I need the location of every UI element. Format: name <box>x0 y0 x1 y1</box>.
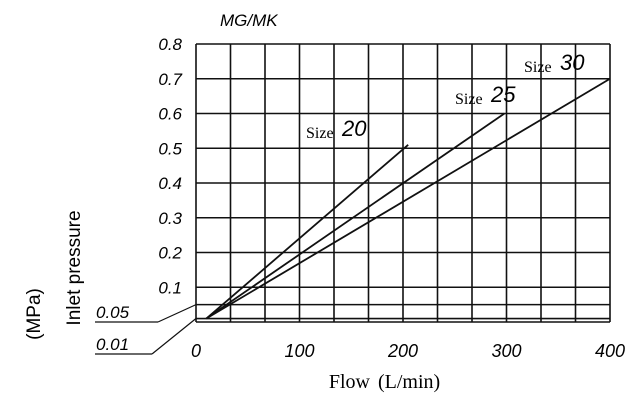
series-line-size-20 <box>205 144 409 320</box>
x-axis-unit: (L/min) <box>378 371 440 393</box>
series-label-prefix: Size <box>455 91 483 108</box>
y-tick-label: 0.3 <box>158 209 182 228</box>
chart-title: MG/MK <box>220 11 278 30</box>
y-tick-label: 0.4 <box>158 174 182 193</box>
y-tick-label: 0.8 <box>158 35 182 54</box>
leader-line-005 <box>157 304 197 323</box>
y-tick-label: 0.7 <box>158 70 182 89</box>
y-tick-label: 0.2 <box>158 244 182 263</box>
series-label-size: 20 <box>341 116 367 141</box>
series-line-size-30 <box>205 77 611 320</box>
series-label-size: 30 <box>560 50 585 75</box>
grid <box>95 43 611 355</box>
series-lines: Size 20 Size 25 Size 30 <box>205 50 611 320</box>
y-tick-label: 0.1 <box>158 278 182 297</box>
y-tick-label: 0.5 <box>158 139 182 158</box>
y-tick-label: 0.6 <box>158 105 182 124</box>
series-label-prefix: Size <box>306 125 334 142</box>
y-axis-unit: (MPa) <box>24 288 45 340</box>
x-tick-label: 300 <box>491 341 521 361</box>
series-label-prefix: Size <box>524 59 552 76</box>
x-axis-label: Flow <box>329 371 371 393</box>
x-tick-label: 200 <box>387 341 418 361</box>
x-tick-label: 100 <box>284 341 314 361</box>
leader-line-001 <box>151 318 197 355</box>
y-tick-label-extra: 0.05 <box>96 303 130 322</box>
series-label-size: 25 <box>490 82 516 107</box>
series-line-size-25 <box>205 112 505 320</box>
y-axis-label: Inlet pressure <box>64 210 85 325</box>
x-tick-label: 0 <box>191 341 201 361</box>
x-tick-label: 400 <box>595 341 625 361</box>
y-tick-label-extra: 0.01 <box>96 335 129 354</box>
tick-labels: 0.1 0.2 0.3 0.4 0.5 0.6 0.7 0.8 0.05 0.01 0 100 200 3… <box>96 35 625 361</box>
